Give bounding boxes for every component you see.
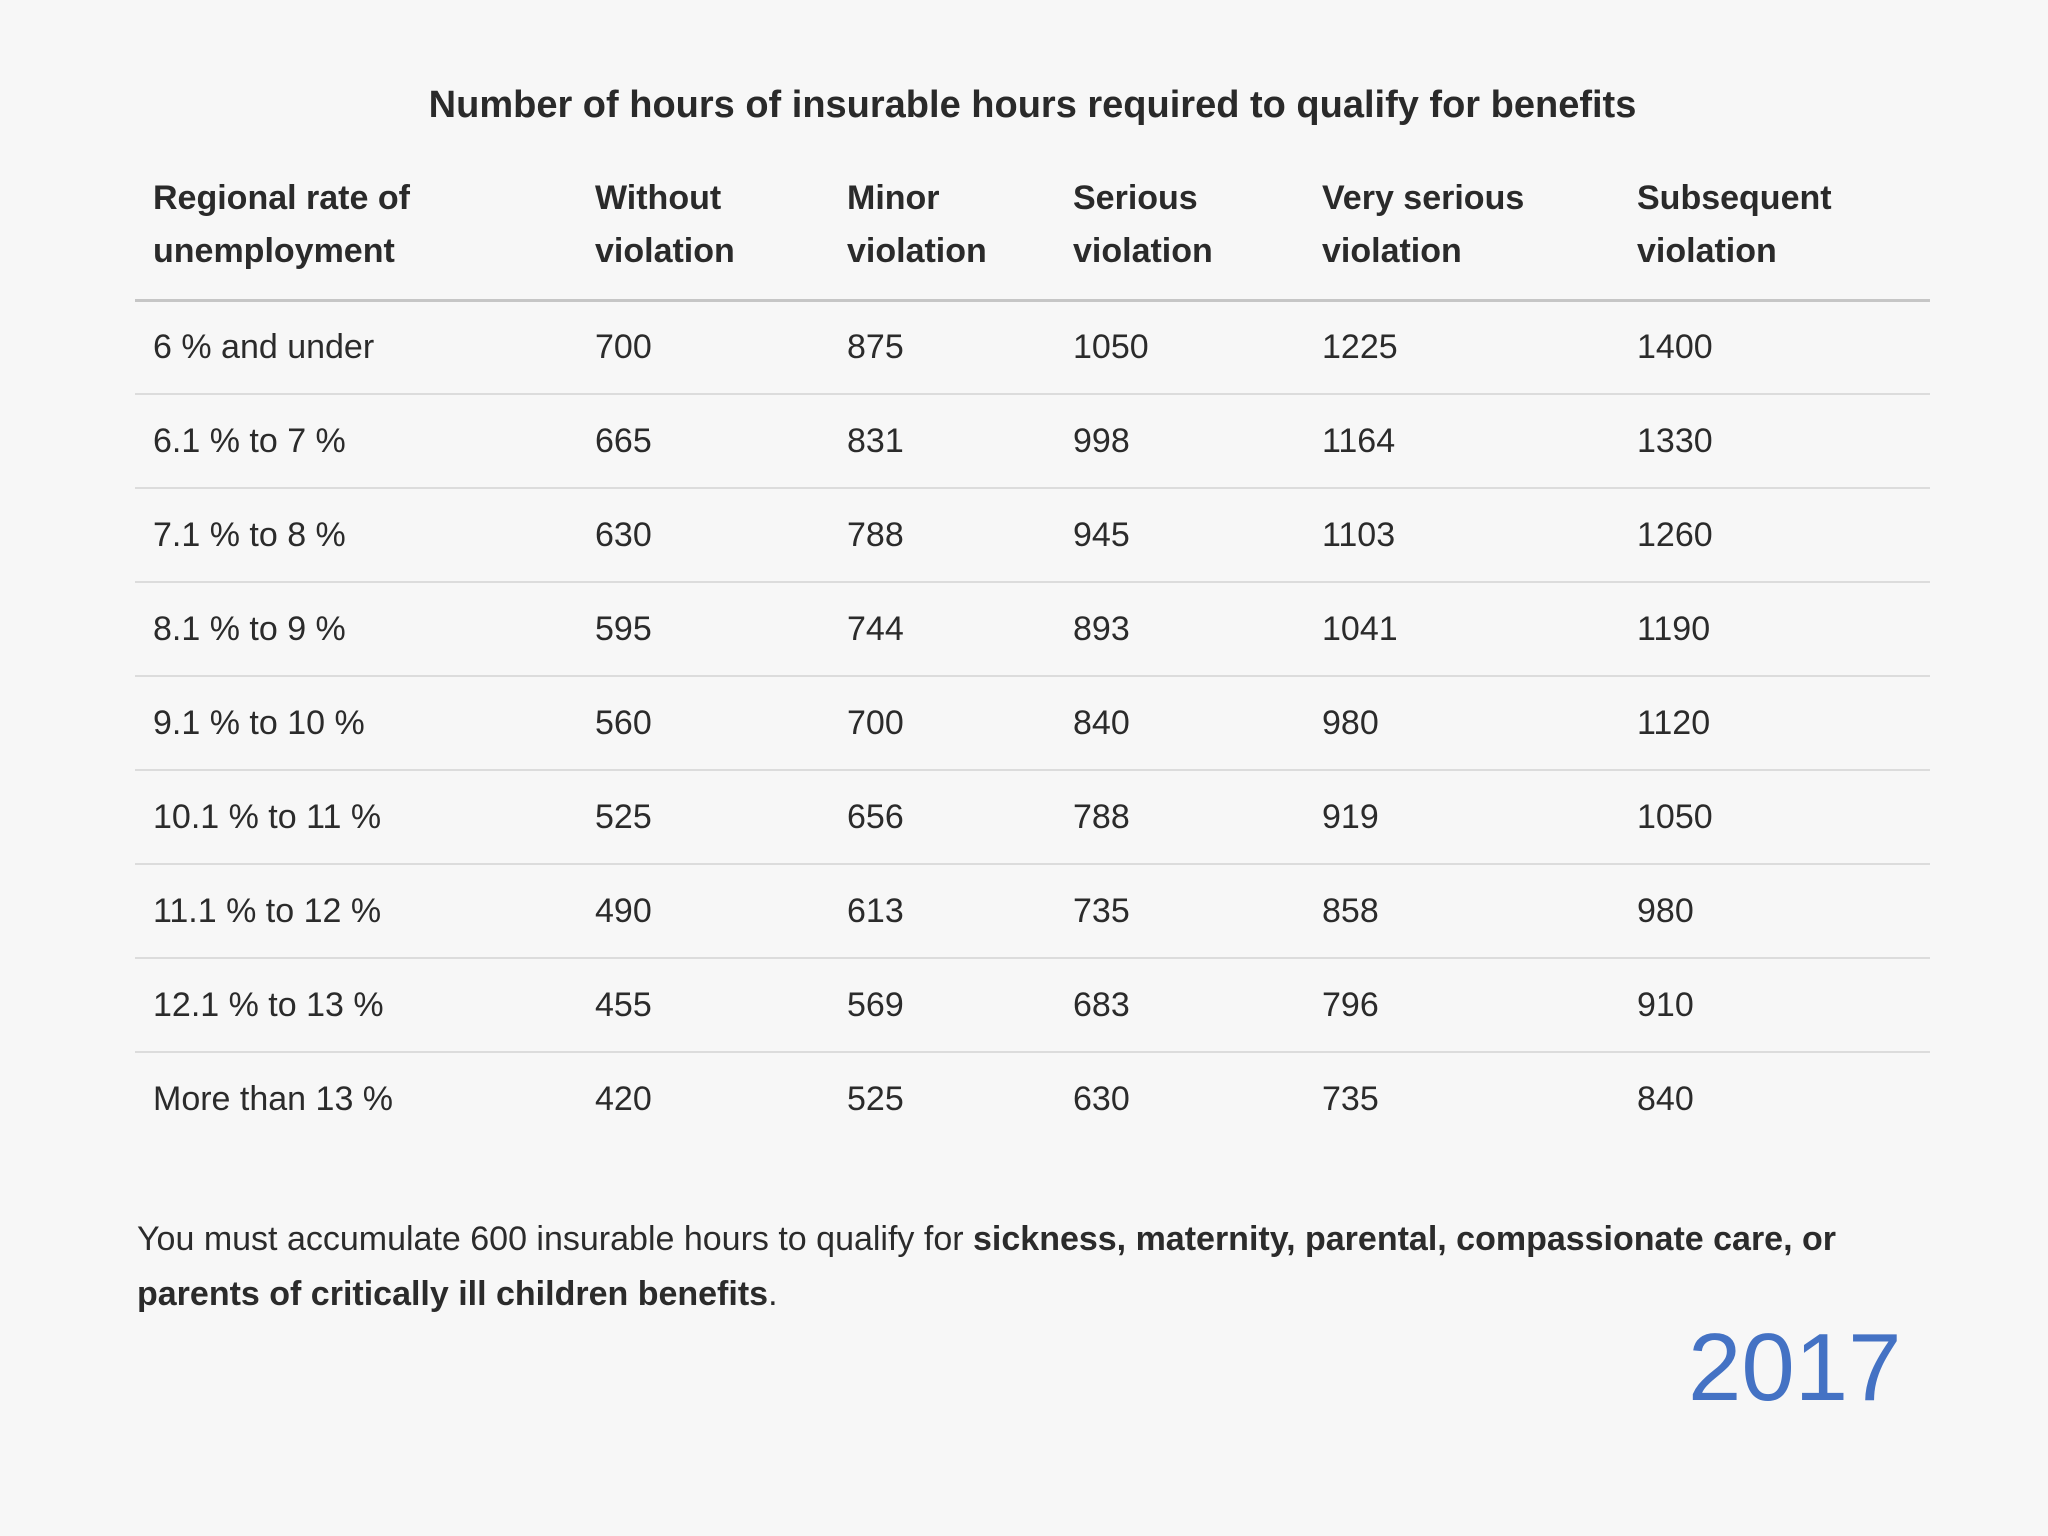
value-cell: 656 [847,770,1073,865]
year-label: 2017 [1688,1314,1902,1421]
value-cell: 1103 [1322,488,1637,583]
row-label-cell: 6 % and under [135,300,595,395]
table-header: Regional rate of unemployment Without vio… [135,172,1930,302]
value-cell: 525 [595,770,847,865]
value-cell: 665 [595,394,847,489]
value-cell: 1225 [1322,300,1637,395]
footnote-period: . [768,1275,778,1313]
value-cell: 700 [595,300,847,395]
value-cell: 945 [1073,488,1322,583]
footnote: You must accumulate 600 insurable hours … [137,1212,1937,1322]
value-cell: 980 [1637,864,1930,959]
value-cell: 858 [1322,864,1637,959]
value-cell: 1041 [1322,582,1637,677]
value-cell: 1164 [1322,394,1637,489]
page-title: Number of hours of insurable hours requi… [428,84,1637,126]
table-body: 6 % and under 700 875 1050 1225 1400 6.1 % to … [135,300,1930,1146]
value-cell: 1050 [1637,770,1930,865]
table-row: 11.1 % to 12 % 490 613 735 858 980 [135,864,1930,959]
table-row: More than 13 % 420 525 630 735 840 [135,1052,1930,1146]
footnote-text: You must accumulate 600 insurable hours … [137,1220,974,1258]
table-row: 6.1 % to 7 % 665 831 998 1164 1330 [135,394,1930,489]
column-header: Serious violation [1073,172,1322,302]
row-label-cell: 6.1 % to 7 % [135,394,595,489]
table-row: 6 % and under 700 875 1050 1225 1400 [135,300,1930,395]
value-cell: 744 [847,582,1073,677]
value-cell: 630 [595,488,847,583]
value-cell: 683 [1073,958,1322,1053]
value-cell: 980 [1322,676,1637,771]
row-label-cell: 11.1 % to 12 % [135,864,595,959]
benefits-hours-table: Regional rate of unemployment Without vio… [135,172,1930,1146]
column-header: Without violation [595,172,847,302]
column-header: Very serious violation [1322,172,1637,302]
table-row: 8.1 % to 9 % 595 744 893 1041 1190 [135,582,1930,677]
row-label-cell: 10.1 % to 11 % [135,770,595,865]
value-cell: 796 [1322,958,1637,1053]
column-header: Minor violation [847,172,1073,302]
row-label-cell: 12.1 % to 13 % [135,958,595,1053]
row-label-cell: 7.1 % to 8 % [135,488,595,583]
value-cell: 1400 [1637,300,1930,395]
table-row: 7.1 % to 8 % 630 788 945 1103 1260 [135,488,1930,583]
table-row: 10.1 % to 11 % 525 656 788 919 1050 [135,770,1930,865]
table-row: 9.1 % to 10 % 560 700 840 980 1120 [135,676,1930,771]
value-cell: 875 [847,300,1073,395]
value-cell: 490 [595,864,847,959]
value-cell: 788 [847,488,1073,583]
row-label-cell: 8.1 % to 9 % [135,582,595,677]
value-cell: 455 [595,958,847,1053]
value-cell: 788 [1073,770,1322,865]
column-header: Subsequent violation [1637,172,1930,302]
value-cell: 700 [847,676,1073,771]
table-header-row: Regional rate of unemployment Without vio… [135,172,1930,302]
value-cell: 919 [1322,770,1637,865]
table-row: 12.1 % to 13 % 455 569 683 796 910 [135,958,1930,1053]
value-cell: 1050 [1073,300,1322,395]
value-cell: 840 [1637,1080,1694,1118]
value-cell: 840 [1073,676,1322,771]
value-cell: 630 [1073,1080,1130,1118]
value-cell: 613 [847,864,1073,959]
value-cell: 1260 [1637,488,1930,583]
value-cell: 1120 [1637,676,1930,771]
value-cell: 560 [595,676,847,771]
row-label-cell: More than 13 % [153,1080,394,1118]
value-cell: 735 [1073,864,1322,959]
value-cell: 1190 [1637,582,1930,677]
value-cell: 831 [847,394,1073,489]
column-header: Regional rate of unemployment [135,172,595,302]
footnote-bold-text: sickness, maternity, parental, compassio… [137,1220,1836,1313]
value-cell: 735 [1322,1080,1379,1118]
value-cell: 893 [1073,582,1322,677]
value-cell: 998 [1073,394,1322,489]
value-cell: 525 [847,1080,904,1118]
row-label-cell: 9.1 % to 10 % [135,676,595,771]
value-cell: 595 [595,582,847,677]
value-cell: 420 [595,1080,652,1118]
value-cell: 569 [847,958,1073,1053]
value-cell: 1330 [1637,394,1930,489]
value-cell: 910 [1637,958,1930,1053]
